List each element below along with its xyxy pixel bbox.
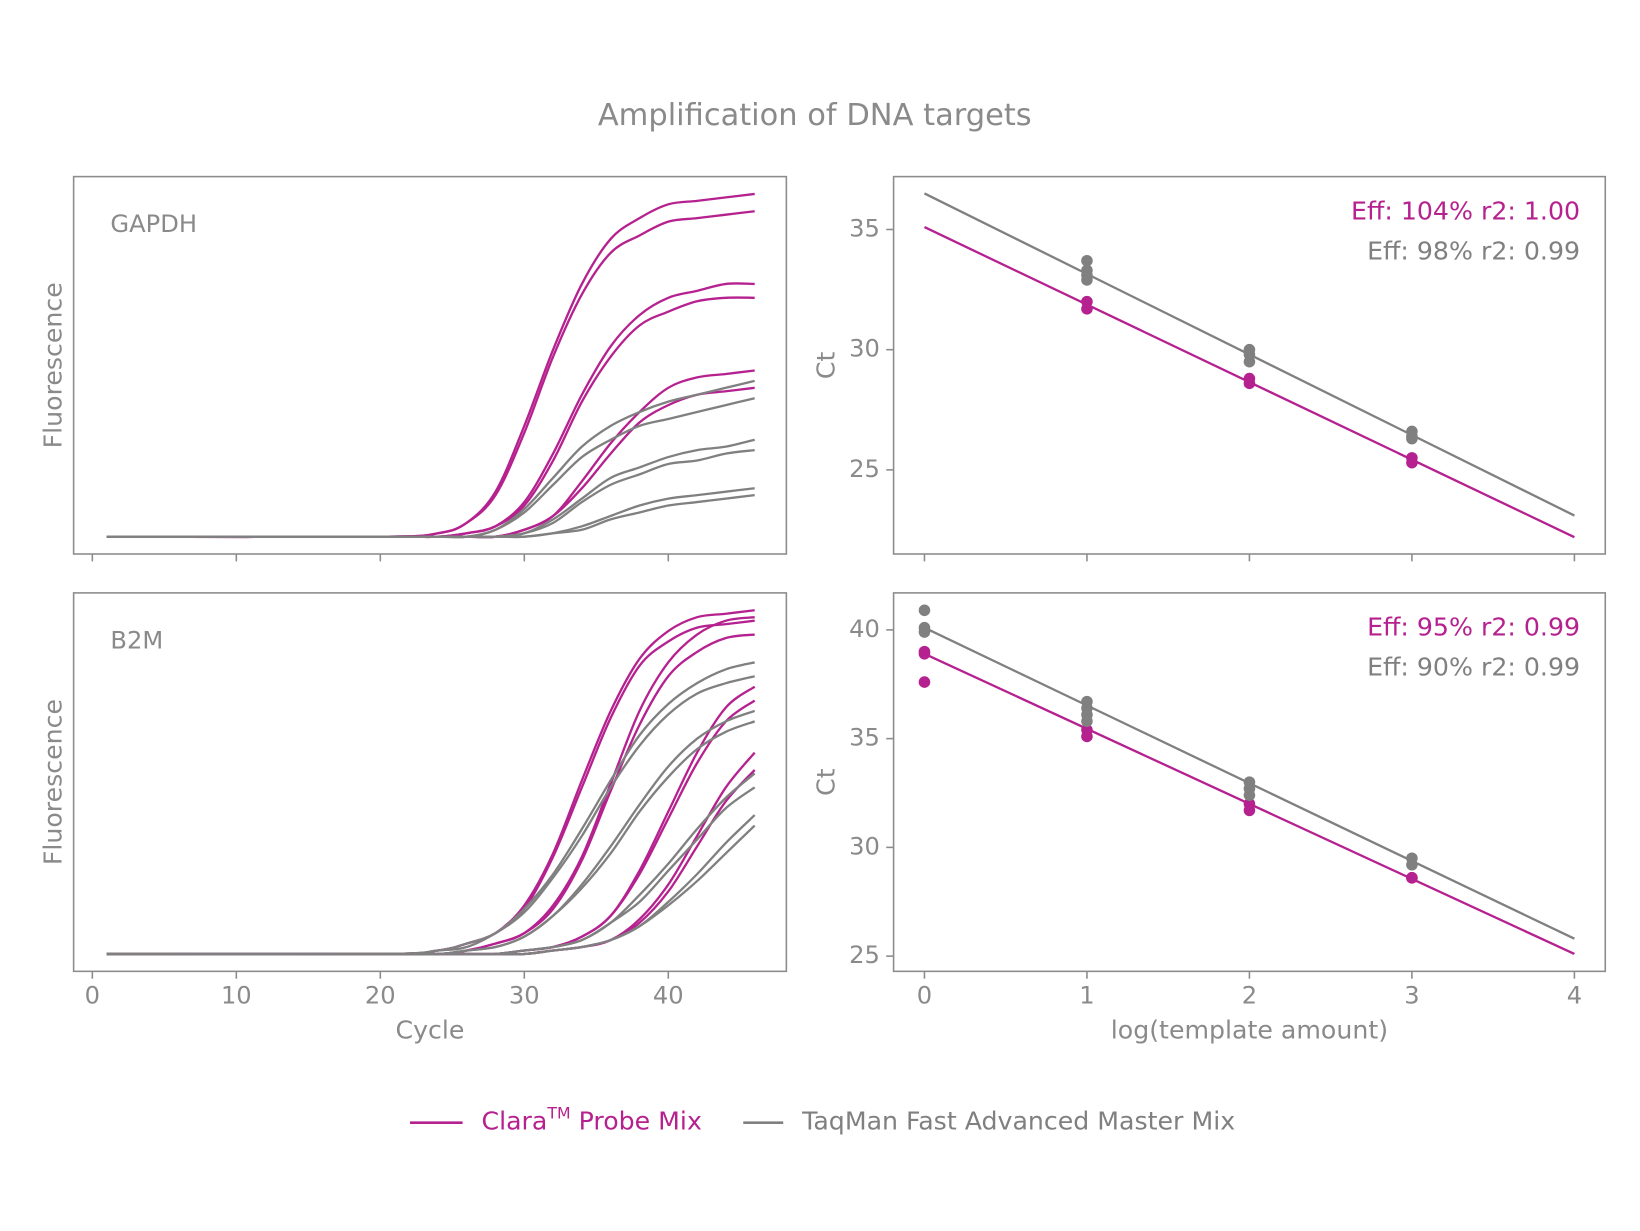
data-point [1406, 858, 1418, 871]
legend-superscript: TM [546, 1103, 570, 1122]
data-point [1081, 254, 1093, 267]
x-tick-label: 2 [1242, 982, 1257, 1010]
amplification-curve [106, 786, 756, 956]
data-point [1243, 377, 1256, 390]
amplification-curve [106, 493, 755, 539]
amplification-curve [106, 192, 755, 539]
amplification-curve [106, 386, 755, 539]
amplification-curve [106, 369, 755, 539]
legend-label: TaqMan Fast Advanced Master Mix [801, 1107, 1235, 1136]
legend-name: Clara [482, 1107, 548, 1136]
amplification-curve [106, 772, 756, 956]
data-point [918, 676, 931, 688]
fit-annotation: Eff: 104% r2: 1.00 [1351, 196, 1580, 225]
panel: B2M Fluorescence Cycle 0 10 20 30 40 [39, 592, 788, 1044]
data-point [1081, 303, 1093, 315]
amplification-curve [106, 448, 755, 539]
x-tick-label: 10 [221, 982, 252, 1010]
data-point [1406, 432, 1418, 445]
data-point [918, 648, 931, 660]
data-point [1243, 355, 1256, 368]
figure-title: Amplification of DNA targets [598, 98, 1032, 133]
x-tick-label: 20 [365, 982, 396, 1010]
x-axis-label: Cycle [396, 1015, 465, 1044]
panel: Ct log(template amount) 0 1 2 3 4 25 30 35 40 Eff: … [811, 592, 1607, 1044]
x-tick-label: 30 [509, 982, 540, 1010]
amplification-curve [106, 751, 756, 956]
y-axis-label: Fluorescence [39, 699, 68, 865]
data-point [918, 626, 931, 638]
panel: GAPDH Fluorescence [39, 175, 788, 562]
data-point [1406, 872, 1418, 884]
x-tick-label: 0 [917, 982, 932, 1010]
legend-name: TaqMan Fast Advanced Master Mix [801, 1107, 1235, 1136]
y-tick-label: 35 [849, 214, 880, 242]
panel-label: GAPDH [110, 210, 197, 238]
x-tick-label: 4 [1567, 982, 1582, 1010]
amplification-curve [106, 609, 755, 956]
y-tick-label: 35 [849, 724, 880, 752]
data-point [1406, 456, 1418, 469]
amplification-curve [106, 379, 755, 539]
data-point [1243, 789, 1256, 801]
y-tick-label: 30 [849, 335, 880, 363]
x-tick-label: 3 [1404, 982, 1419, 1010]
data-point [1243, 804, 1256, 817]
x-tick-label: 0 [85, 982, 100, 1010]
data-point [1081, 715, 1093, 728]
x-tick-label: 40 [653, 982, 684, 1010]
panel-frame [72, 175, 788, 555]
legend-label: ClaraTM Probe Mix [482, 1103, 702, 1136]
y-axis-label: Ct [811, 768, 840, 796]
y-tick-label: 40 [849, 615, 880, 643]
amplification-curve [106, 699, 756, 956]
legend-entry: ClaraTM Probe Mix [410, 1103, 702, 1136]
fit-annotation: Eff: 98% r2: 0.99 [1367, 236, 1580, 265]
legend-name-end: Probe Mix [571, 1107, 702, 1136]
y-tick-label: 30 [849, 832, 880, 860]
amplification-curve [106, 824, 756, 956]
legend-entry: TaqMan Fast Advanced Master Mix [743, 1107, 1235, 1136]
data-point [1081, 730, 1093, 743]
y-axis-label: Ct [811, 351, 840, 379]
panel-label: B2M [110, 626, 163, 654]
amplification-curve [106, 487, 755, 539]
amplification-curve [106, 438, 755, 539]
panel: Ct 25 30 35 Eff: 104% r2: 1.00 Eff: 98% r2: 0… [811, 175, 1607, 562]
y-tick-label: 25 [849, 455, 880, 483]
fit-annotation: Eff: 90% r2: 0.99 [1367, 653, 1580, 682]
data-point [1081, 274, 1093, 286]
y-tick-label: 25 [849, 941, 880, 969]
data-point [918, 604, 931, 617]
amplification-curve [106, 769, 756, 956]
amplification-curve [106, 210, 755, 539]
y-axis-label: Fluorescence [39, 282, 68, 448]
x-axis-label: log(template amount) [1111, 1015, 1388, 1044]
x-tick-label: 1 [1079, 982, 1094, 1010]
fit-annotation: Eff: 95% r2: 0.99 [1367, 613, 1580, 642]
panel-frame [72, 592, 788, 973]
